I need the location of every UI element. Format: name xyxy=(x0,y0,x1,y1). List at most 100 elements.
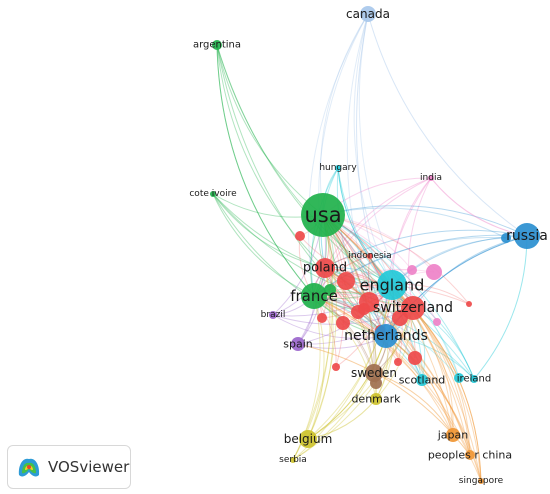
node-netherlands[interactable] xyxy=(374,324,398,348)
node-spain[interactable] xyxy=(291,337,305,351)
label-netherlands: netherlands xyxy=(344,328,428,344)
label-switzerland: switzerland xyxy=(373,300,453,316)
network-node[interactable] xyxy=(433,318,441,326)
node-brazil[interactable] xyxy=(269,311,277,319)
label-argentina: argentina xyxy=(193,40,241,51)
network-link xyxy=(212,193,414,309)
network-node[interactable] xyxy=(408,351,422,365)
logo-text: VOSviewer xyxy=(48,458,130,476)
node-hungary[interactable] xyxy=(335,165,341,171)
network-link xyxy=(216,44,324,216)
network-node[interactable] xyxy=(454,373,464,383)
label-hungary: hungary xyxy=(319,163,357,173)
label-japan: japan xyxy=(437,429,469,442)
network-link xyxy=(324,177,432,269)
label-scotland: scotland xyxy=(399,374,446,387)
label-denmark: denmark xyxy=(351,393,401,406)
network-links xyxy=(212,13,528,482)
network-link xyxy=(313,295,460,379)
node-sweden[interactable] xyxy=(365,364,383,382)
network-link xyxy=(337,167,393,286)
network-link xyxy=(319,13,369,216)
label-belgium: belgium xyxy=(284,432,333,446)
label-poland: poland xyxy=(303,261,347,276)
node-singapore[interactable] xyxy=(478,478,484,484)
network-node[interactable] xyxy=(317,313,327,323)
node-canada[interactable] xyxy=(360,6,376,22)
network-node[interactable] xyxy=(394,358,402,366)
network-link xyxy=(307,335,387,440)
vosviewer-logo-icon xyxy=(18,458,40,477)
label-indonesia: indonesia xyxy=(348,251,391,261)
network-link xyxy=(385,335,471,456)
network-link xyxy=(313,295,471,456)
network-link xyxy=(412,307,482,482)
network-link xyxy=(307,214,337,440)
network-labels: canada argentina hungary india cote ivoire us… xyxy=(189,7,547,486)
label-sweden: sweden xyxy=(351,366,397,380)
node-coteivoire[interactable] xyxy=(210,191,216,197)
label-peoplesrchina: peoples r china xyxy=(428,449,512,462)
network-node[interactable] xyxy=(295,231,305,241)
network-link xyxy=(212,193,326,269)
network-link xyxy=(216,44,387,337)
network-link xyxy=(216,44,315,297)
network-link xyxy=(307,284,393,440)
network-node[interactable] xyxy=(426,264,442,280)
network-node[interactable] xyxy=(332,363,340,371)
node-peoplesrchina[interactable] xyxy=(465,450,475,460)
node-japan[interactable] xyxy=(446,428,460,442)
node-denmark[interactable] xyxy=(370,393,382,405)
network-link xyxy=(367,13,528,237)
network-link xyxy=(307,295,325,440)
network-link xyxy=(307,13,369,297)
node-france[interactable] xyxy=(301,283,327,309)
node-switzerland[interactable] xyxy=(401,296,425,320)
network-link xyxy=(353,13,393,286)
network-link xyxy=(412,307,482,482)
network-link xyxy=(337,167,393,286)
network-link xyxy=(272,314,387,339)
network-link xyxy=(384,177,432,337)
vosviewer-logo: VOSviewer xyxy=(7,445,131,489)
network-link xyxy=(322,214,471,456)
node-usa[interactable] xyxy=(301,193,345,237)
node-serbia[interactable] xyxy=(290,457,296,463)
node-india[interactable] xyxy=(428,175,434,181)
network-node[interactable] xyxy=(336,316,350,330)
node-russia[interactable] xyxy=(514,223,540,249)
network-nodes xyxy=(210,6,540,484)
node-scotland[interactable] xyxy=(416,374,428,386)
network-link xyxy=(408,177,432,309)
network-node[interactable] xyxy=(407,265,417,275)
label-canada: canada xyxy=(346,7,390,21)
node-indonesia[interactable] xyxy=(367,253,373,259)
node-england[interactable] xyxy=(377,270,407,300)
network-link xyxy=(212,193,315,297)
network-link xyxy=(313,237,507,297)
network-node[interactable] xyxy=(324,284,336,296)
network-link xyxy=(313,295,454,436)
network-link xyxy=(307,335,387,440)
network-link xyxy=(324,267,482,482)
network-link xyxy=(356,13,423,381)
network-link xyxy=(385,335,454,436)
network-link xyxy=(322,214,475,380)
network-node[interactable] xyxy=(466,301,472,307)
network-link xyxy=(216,44,393,286)
node-argentina[interactable] xyxy=(212,40,222,50)
label-singapore: singapore xyxy=(459,476,504,486)
network-node[interactable] xyxy=(358,303,370,315)
label-serbia: serbia xyxy=(279,455,307,465)
label-russia: russia xyxy=(506,228,548,244)
label-ireland: ireland xyxy=(457,374,491,385)
node-ireland[interactable] xyxy=(470,375,478,383)
network-link xyxy=(216,44,414,309)
network-link xyxy=(412,307,454,436)
network-node[interactable] xyxy=(337,272,355,290)
node-belgium[interactable] xyxy=(299,430,317,448)
network-link xyxy=(336,167,387,337)
node-poland[interactable] xyxy=(315,258,335,278)
network-node[interactable] xyxy=(501,233,511,243)
